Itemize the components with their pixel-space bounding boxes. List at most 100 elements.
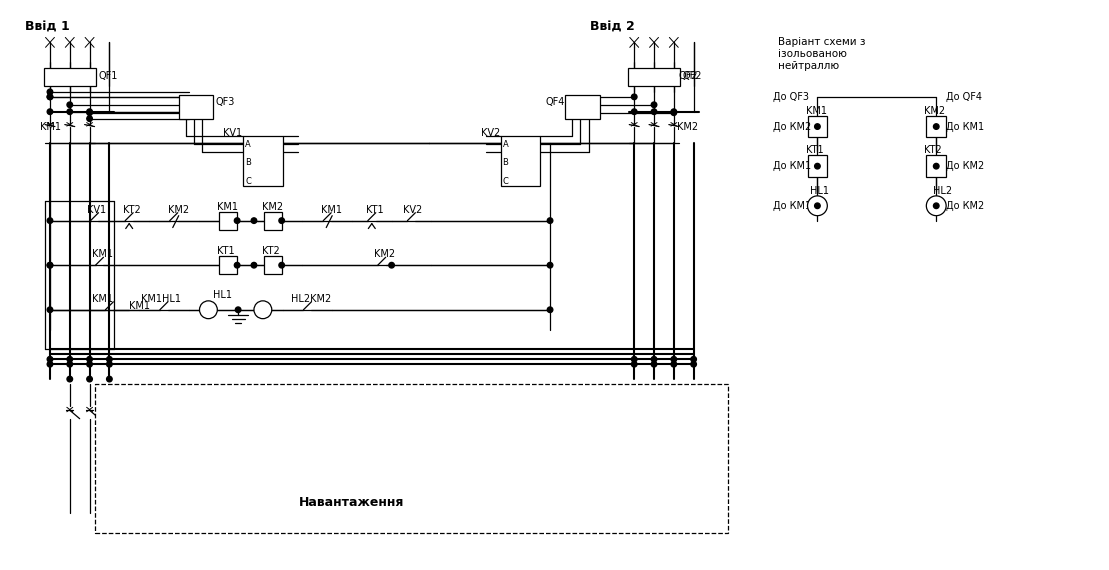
Text: KM2: KM2: [167, 205, 189, 215]
Bar: [44, 68, 95, 86]
Circle shape: [631, 94, 637, 100]
Circle shape: [671, 361, 676, 367]
Text: Ввід 1: Ввід 1: [26, 21, 70, 34]
Circle shape: [631, 361, 637, 367]
Text: KM1: KM1: [805, 105, 826, 116]
Text: KV2: KV2: [404, 205, 423, 215]
Text: HL1: HL1: [811, 186, 830, 196]
Circle shape: [48, 307, 53, 312]
Circle shape: [815, 164, 821, 169]
Circle shape: [87, 110, 92, 116]
Circle shape: [631, 109, 637, 115]
Text: HL2KM2: HL2KM2: [291, 294, 330, 304]
Circle shape: [87, 109, 92, 115]
Circle shape: [48, 94, 53, 100]
Text: KT2: KT2: [123, 205, 141, 215]
Bar: [220, 256, 237, 274]
Bar: [264, 211, 282, 230]
Text: QF2: QF2: [683, 71, 702, 80]
Circle shape: [671, 356, 676, 362]
Text: До QF3: До QF3: [773, 92, 808, 102]
Circle shape: [48, 89, 53, 95]
Text: KM2: KM2: [925, 105, 946, 116]
Circle shape: [651, 102, 657, 108]
Circle shape: [934, 124, 939, 129]
Circle shape: [251, 262, 256, 268]
Circle shape: [251, 218, 256, 223]
Bar: [926, 155, 946, 177]
Text: HL2: HL2: [934, 186, 953, 196]
Circle shape: [106, 376, 112, 382]
Bar: [264, 256, 282, 274]
Bar: [179, 95, 213, 119]
Text: KT2: KT2: [262, 246, 279, 256]
Circle shape: [87, 376, 92, 382]
Text: KT1: KT1: [217, 246, 235, 256]
Circle shape: [651, 356, 657, 362]
Bar: [807, 116, 827, 137]
Circle shape: [254, 301, 272, 319]
Circle shape: [691, 361, 696, 367]
Text: B: B: [245, 158, 251, 167]
Circle shape: [815, 203, 821, 209]
Text: KM2: KM2: [262, 202, 283, 212]
Circle shape: [278, 218, 284, 223]
Circle shape: [671, 109, 676, 115]
Circle shape: [48, 262, 53, 268]
Text: До КМ2: До КМ2: [946, 201, 985, 211]
Text: KV1: KV1: [223, 128, 243, 139]
Circle shape: [671, 110, 676, 116]
Text: KV2: KV2: [480, 128, 500, 139]
Text: A: A: [502, 140, 508, 149]
Circle shape: [48, 218, 53, 223]
Text: QF1: QF1: [99, 71, 118, 80]
Text: KM1: KM1: [129, 301, 150, 311]
Bar: [926, 116, 946, 137]
Circle shape: [87, 356, 92, 362]
Text: KM1HL1: KM1HL1: [141, 294, 181, 304]
Circle shape: [87, 361, 92, 367]
Circle shape: [631, 356, 637, 362]
Text: До КМ2: До КМ2: [946, 161, 985, 171]
Text: KT2: KT2: [925, 145, 943, 156]
Circle shape: [547, 218, 552, 223]
Text: KT1: KT1: [366, 205, 384, 215]
Text: KV1: KV1: [87, 205, 105, 215]
Circle shape: [547, 262, 552, 268]
Text: KM1: KM1: [322, 205, 343, 215]
Text: KM1: KM1: [92, 249, 112, 259]
Circle shape: [934, 203, 939, 209]
Text: KM2: KM2: [676, 121, 698, 132]
Text: Ввід 2: Ввід 2: [590, 21, 634, 34]
Bar: [564, 95, 600, 119]
Text: Навантаження: Навантаження: [299, 496, 405, 510]
Circle shape: [67, 361, 72, 367]
Circle shape: [48, 356, 53, 362]
Circle shape: [200, 301, 217, 319]
Text: До КМ1: До КМ1: [946, 121, 985, 132]
Circle shape: [48, 262, 53, 268]
Circle shape: [106, 356, 112, 362]
Circle shape: [234, 262, 240, 268]
Text: KM1: KM1: [92, 294, 112, 304]
Text: KM2: KM2: [374, 249, 395, 259]
Circle shape: [926, 196, 946, 215]
Text: KT1: KT1: [805, 145, 823, 156]
Bar: [807, 155, 827, 177]
Text: Варіант схеми з
ізольованою
нейтраллю: Варіант схеми з ізольованою нейтраллю: [777, 38, 865, 71]
Bar: [243, 136, 283, 186]
Text: До КМ1: До КМ1: [773, 201, 811, 211]
Circle shape: [547, 307, 552, 312]
Text: До КМ1: До КМ1: [773, 161, 811, 171]
Text: C: C: [502, 177, 508, 185]
Circle shape: [235, 307, 241, 312]
Text: До КМ2: До КМ2: [773, 121, 811, 132]
Bar: [629, 68, 680, 86]
Text: C: C: [245, 177, 251, 185]
Text: A: A: [245, 140, 251, 149]
Bar: [220, 211, 237, 230]
Text: HL1: HL1: [213, 290, 233, 300]
Circle shape: [815, 124, 821, 129]
Circle shape: [67, 376, 72, 382]
Circle shape: [389, 262, 395, 268]
